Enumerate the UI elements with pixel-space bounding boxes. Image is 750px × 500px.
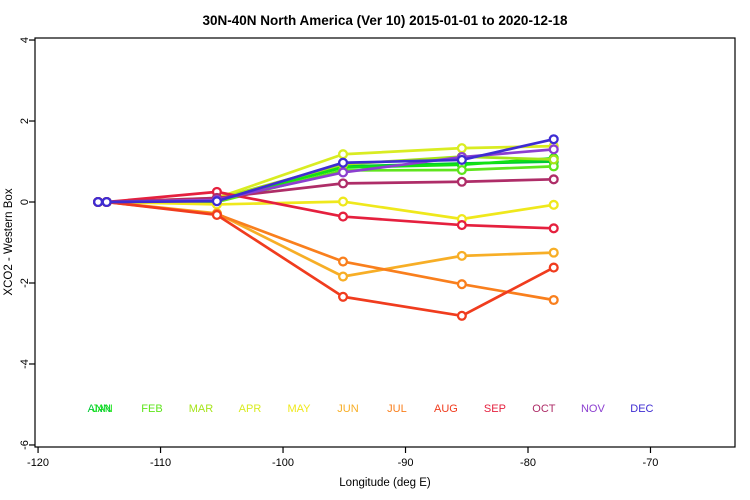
- x-tick-label: -80: [520, 457, 536, 469]
- data-series: [93, 134, 559, 321]
- data-point-jul: [337, 256, 349, 267]
- axis-ticks: -120 -110 -100 -90 -80 -70 -6 -4 -2 0 2 4: [19, 37, 659, 469]
- x-tick-label: -90: [398, 457, 414, 469]
- plot-border: [34, 37, 736, 448]
- y-tick-label: -4: [19, 359, 31, 369]
- series-line-aug: [96, 200, 556, 318]
- data-point-aug: [456, 310, 467, 321]
- y-tick-label: 4: [19, 37, 31, 43]
- series-line-oct: [96, 177, 556, 204]
- data-point-jun: [548, 247, 559, 258]
- data-point-apr: [456, 143, 467, 154]
- data-point-dec: [101, 196, 112, 208]
- month-label-aug: AUG: [434, 403, 458, 415]
- month-label-feb: FEB: [141, 403, 162, 415]
- y-tick-label: -6: [19, 440, 31, 450]
- month-label-jan: JAN: [92, 403, 113, 415]
- data-point-sep: [456, 220, 467, 231]
- y-axis-title: XCO2 - Western Box: [3, 188, 15, 295]
- month-label-jun: JUN: [337, 403, 358, 415]
- data-point-dec: [548, 134, 559, 145]
- month-label-jul: JUL: [387, 403, 407, 415]
- data-point-nov: [337, 167, 349, 178]
- y-tick-label: 2: [19, 118, 31, 124]
- data-point-aug: [548, 262, 559, 273]
- data-point-dec: [211, 196, 222, 207]
- data-point-sep: [548, 223, 559, 234]
- data-point-jul: [456, 279, 467, 290]
- data-point-nov: [548, 144, 559, 155]
- data-point-oct: [456, 176, 467, 187]
- data-point-oct: [548, 174, 559, 185]
- data-point-mar: [548, 154, 559, 165]
- x-tick-label: -120: [27, 457, 49, 469]
- x-tick-label: -100: [272, 457, 294, 469]
- month-label-sep: SEP: [484, 403, 506, 415]
- data-point-sep: [337, 211, 349, 222]
- month-label-may: MAY: [287, 403, 311, 415]
- chart-title: 30N-40N North America (Ver 10) 2015-01-0…: [203, 13, 568, 28]
- month-label-mar: MAR: [189, 403, 214, 415]
- data-point-apr: [337, 149, 349, 160]
- data-point-dec: [337, 157, 349, 168]
- y-tick-label: -2: [19, 278, 31, 288]
- data-point-oct: [337, 178, 349, 189]
- data-point-dec: [93, 196, 104, 208]
- x-tick-label: -70: [643, 457, 659, 469]
- data-point-may: [337, 196, 349, 207]
- month-label-oct: OCT: [532, 403, 556, 415]
- month-label-apr: APR: [239, 403, 262, 415]
- x-tick-label: -110: [150, 457, 171, 469]
- data-point-may: [548, 199, 559, 210]
- data-point-dec: [456, 154, 467, 165]
- month-label-dec: DEC: [630, 403, 653, 415]
- data-point-jun: [456, 250, 467, 261]
- month-label-ann: ANN: [88, 403, 111, 415]
- data-point-jun: [337, 271, 349, 282]
- month-label-nov: NOV: [581, 403, 606, 415]
- y-tick-label: 0: [19, 199, 31, 205]
- x-axis-title: Longitude (deg E): [339, 477, 431, 489]
- data-point-jul: [548, 294, 559, 306]
- data-point-feb: [456, 164, 467, 176]
- data-point-aug: [337, 291, 349, 302]
- data-point-aug: [211, 209, 222, 221]
